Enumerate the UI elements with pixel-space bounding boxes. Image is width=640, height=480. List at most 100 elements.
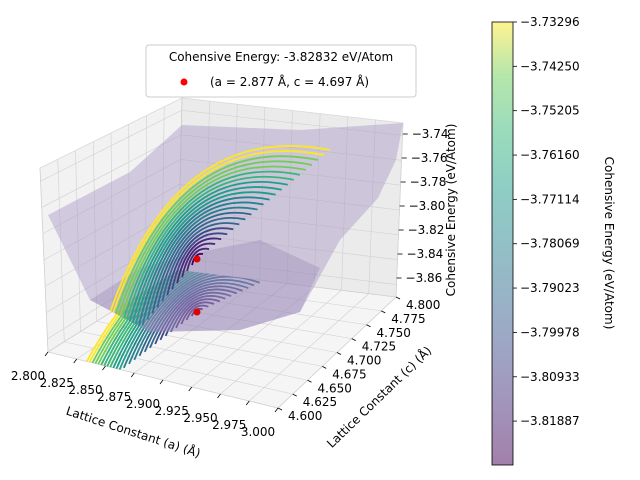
z-axis-ticks: −3.86 −3.84 −3.82 −3.80 −3.78 −3.76 −3.74	[396, 127, 449, 285]
surface-contour-line	[136, 196, 270, 332]
y-tick-label: 4.775	[391, 312, 425, 326]
back-grid-line	[178, 257, 397, 285]
surface-shadow	[90, 240, 320, 332]
floor-contour-line	[143, 278, 255, 353]
floor-grid-line	[249, 293, 369, 402]
left-grid-line	[43, 183, 181, 261]
y-tick-label: 4.750	[377, 326, 411, 340]
surface-contour-line	[151, 211, 252, 314]
floor-contour-line	[164, 291, 232, 337]
left-grid-line	[41, 134, 182, 208]
surface-contour-line	[181, 242, 216, 278]
x-tick-label: 2.950	[183, 411, 217, 425]
x-axis-ticks: 2.8002.8252.8502.8752.9002.9252.9502.975…	[11, 351, 279, 439]
floor-contour-line	[75, 270, 329, 405]
floor-grid-line	[220, 290, 342, 395]
y-tick-label: 4.650	[318, 381, 352, 395]
back-grid-line	[181, 109, 403, 136]
colorbar-tick-label: −3.79978	[520, 325, 580, 339]
floor-contour-line	[86, 270, 318, 397]
surface-contour-line	[126, 186, 282, 332]
y-tick-label: 4.800	[406, 298, 440, 312]
x-tick-label: 2.900	[126, 397, 160, 411]
back-grid-line	[181, 134, 402, 161]
floor-contour-line	[91, 270, 312, 393]
floor-contour-line	[123, 270, 278, 369]
y-tick-label: 4.600	[288, 409, 322, 423]
z-tick-label: −3.78	[410, 175, 447, 189]
floor-contour-line	[65, 270, 340, 408]
colorbar-fill	[491, 21, 514, 466]
legend: Cohensive Energy: -3.82832 eV/Atom (a = …	[145, 44, 417, 98]
colorbar-tick-label: −3.73296	[520, 15, 580, 29]
surface-contour-line	[131, 191, 276, 332]
floor-contour-line	[60, 270, 346, 408]
colorbar-tick-label: −3.80933	[520, 370, 580, 384]
x-tick-label: 3.000	[241, 425, 275, 439]
x-tick-label: 2.850	[68, 383, 102, 397]
surface-contour-line	[171, 232, 228, 290]
colorbar-tick-label: −3.74250	[520, 59, 580, 73]
floor-contour-line	[138, 275, 261, 357]
minimum-marker-surface	[193, 255, 201, 263]
left-grid-line	[40, 110, 182, 182]
floor-contours	[60, 270, 346, 408]
floor-contour-line	[70, 270, 335, 408]
floor-contour-line	[96, 270, 306, 389]
y-tick-label: 4.725	[362, 340, 396, 354]
z-tick-label: −3.84	[407, 247, 444, 261]
floor-contour-line	[107, 270, 295, 381]
floor-contour-line	[112, 270, 289, 377]
colorbar: −3.73296 −3.74250 −3.75205 −3.76160 −3.77114…	[491, 15, 616, 466]
floor-contour-line	[102, 270, 300, 385]
floor-contour-line	[185, 304, 209, 321]
x-tick-label: 2.800	[11, 369, 45, 383]
surface-contour-line	[146, 206, 258, 320]
surface-contour-line	[141, 201, 264, 326]
colorbar-tick-label: −3.75205	[520, 104, 580, 118]
surface-contour-line	[111, 170, 301, 332]
z-tick-label: −3.86	[406, 271, 443, 285]
left-grid-line	[42, 159, 181, 234]
floor-contour-line	[159, 288, 238, 341]
legend-title: Cohensive Energy: -3.82832 eV/Atom	[169, 50, 393, 64]
floor-contour-line	[175, 298, 221, 329]
z-axis-label: Cohensive Energy (eV/Atom)	[444, 124, 458, 297]
colorbar-tick-label: −3.79023	[520, 281, 580, 295]
floor-contour-line	[154, 285, 243, 345]
y-tick-label: 4.700	[347, 354, 381, 368]
floor-contour-line	[81, 270, 323, 401]
surface-contour-line	[102, 160, 313, 332]
back-grid-line	[179, 208, 399, 236]
y-tick-label: 4.675	[332, 367, 366, 381]
colorbar-ticks: −3.73296 −3.74250 −3.75205 −3.76160 −3.77114…	[513, 15, 580, 428]
x-tick-label: 2.875	[97, 390, 131, 404]
surface-contours	[87, 145, 331, 332]
surface-contour-line	[161, 222, 240, 302]
legend-box	[145, 44, 417, 98]
surface-contour-line	[121, 180, 288, 332]
z-tick-label: −3.74	[412, 127, 449, 141]
minimum-marker-floor	[193, 308, 201, 316]
z-tick-label: −3.82	[408, 223, 445, 237]
x-tick-label: 2.975	[212, 418, 246, 432]
colorbar-tick-label: −3.78069	[520, 237, 580, 251]
colorbar-tick-label: −3.81887	[520, 414, 580, 428]
surface-contour-line	[107, 165, 307, 332]
colorbar-tick-label: −3.76160	[520, 148, 580, 162]
surface-contour-line	[116, 175, 294, 332]
surface-contour-line	[176, 237, 222, 284]
colorbar-label: Cohensive Energy (eV/Atom)	[602, 157, 616, 330]
floor-grid-line	[191, 286, 315, 388]
surface-contour-line	[156, 217, 246, 308]
surface-contour-line	[186, 247, 210, 272]
colorbar-tick-label: −3.77114	[520, 192, 580, 206]
legend-marker	[180, 78, 188, 86]
back-grid-line	[179, 183, 400, 211]
x-tick-label: 2.825	[40, 376, 74, 390]
y-axis-ticks: 4.6004.6254.6504.6754.7004.7254.7504.775…	[277, 296, 440, 423]
legend-entry: (a = 2.877 Å, c = 4.697 Å)	[210, 74, 369, 89]
surface-contour-line	[166, 227, 234, 296]
floor-contour-line	[117, 270, 283, 373]
